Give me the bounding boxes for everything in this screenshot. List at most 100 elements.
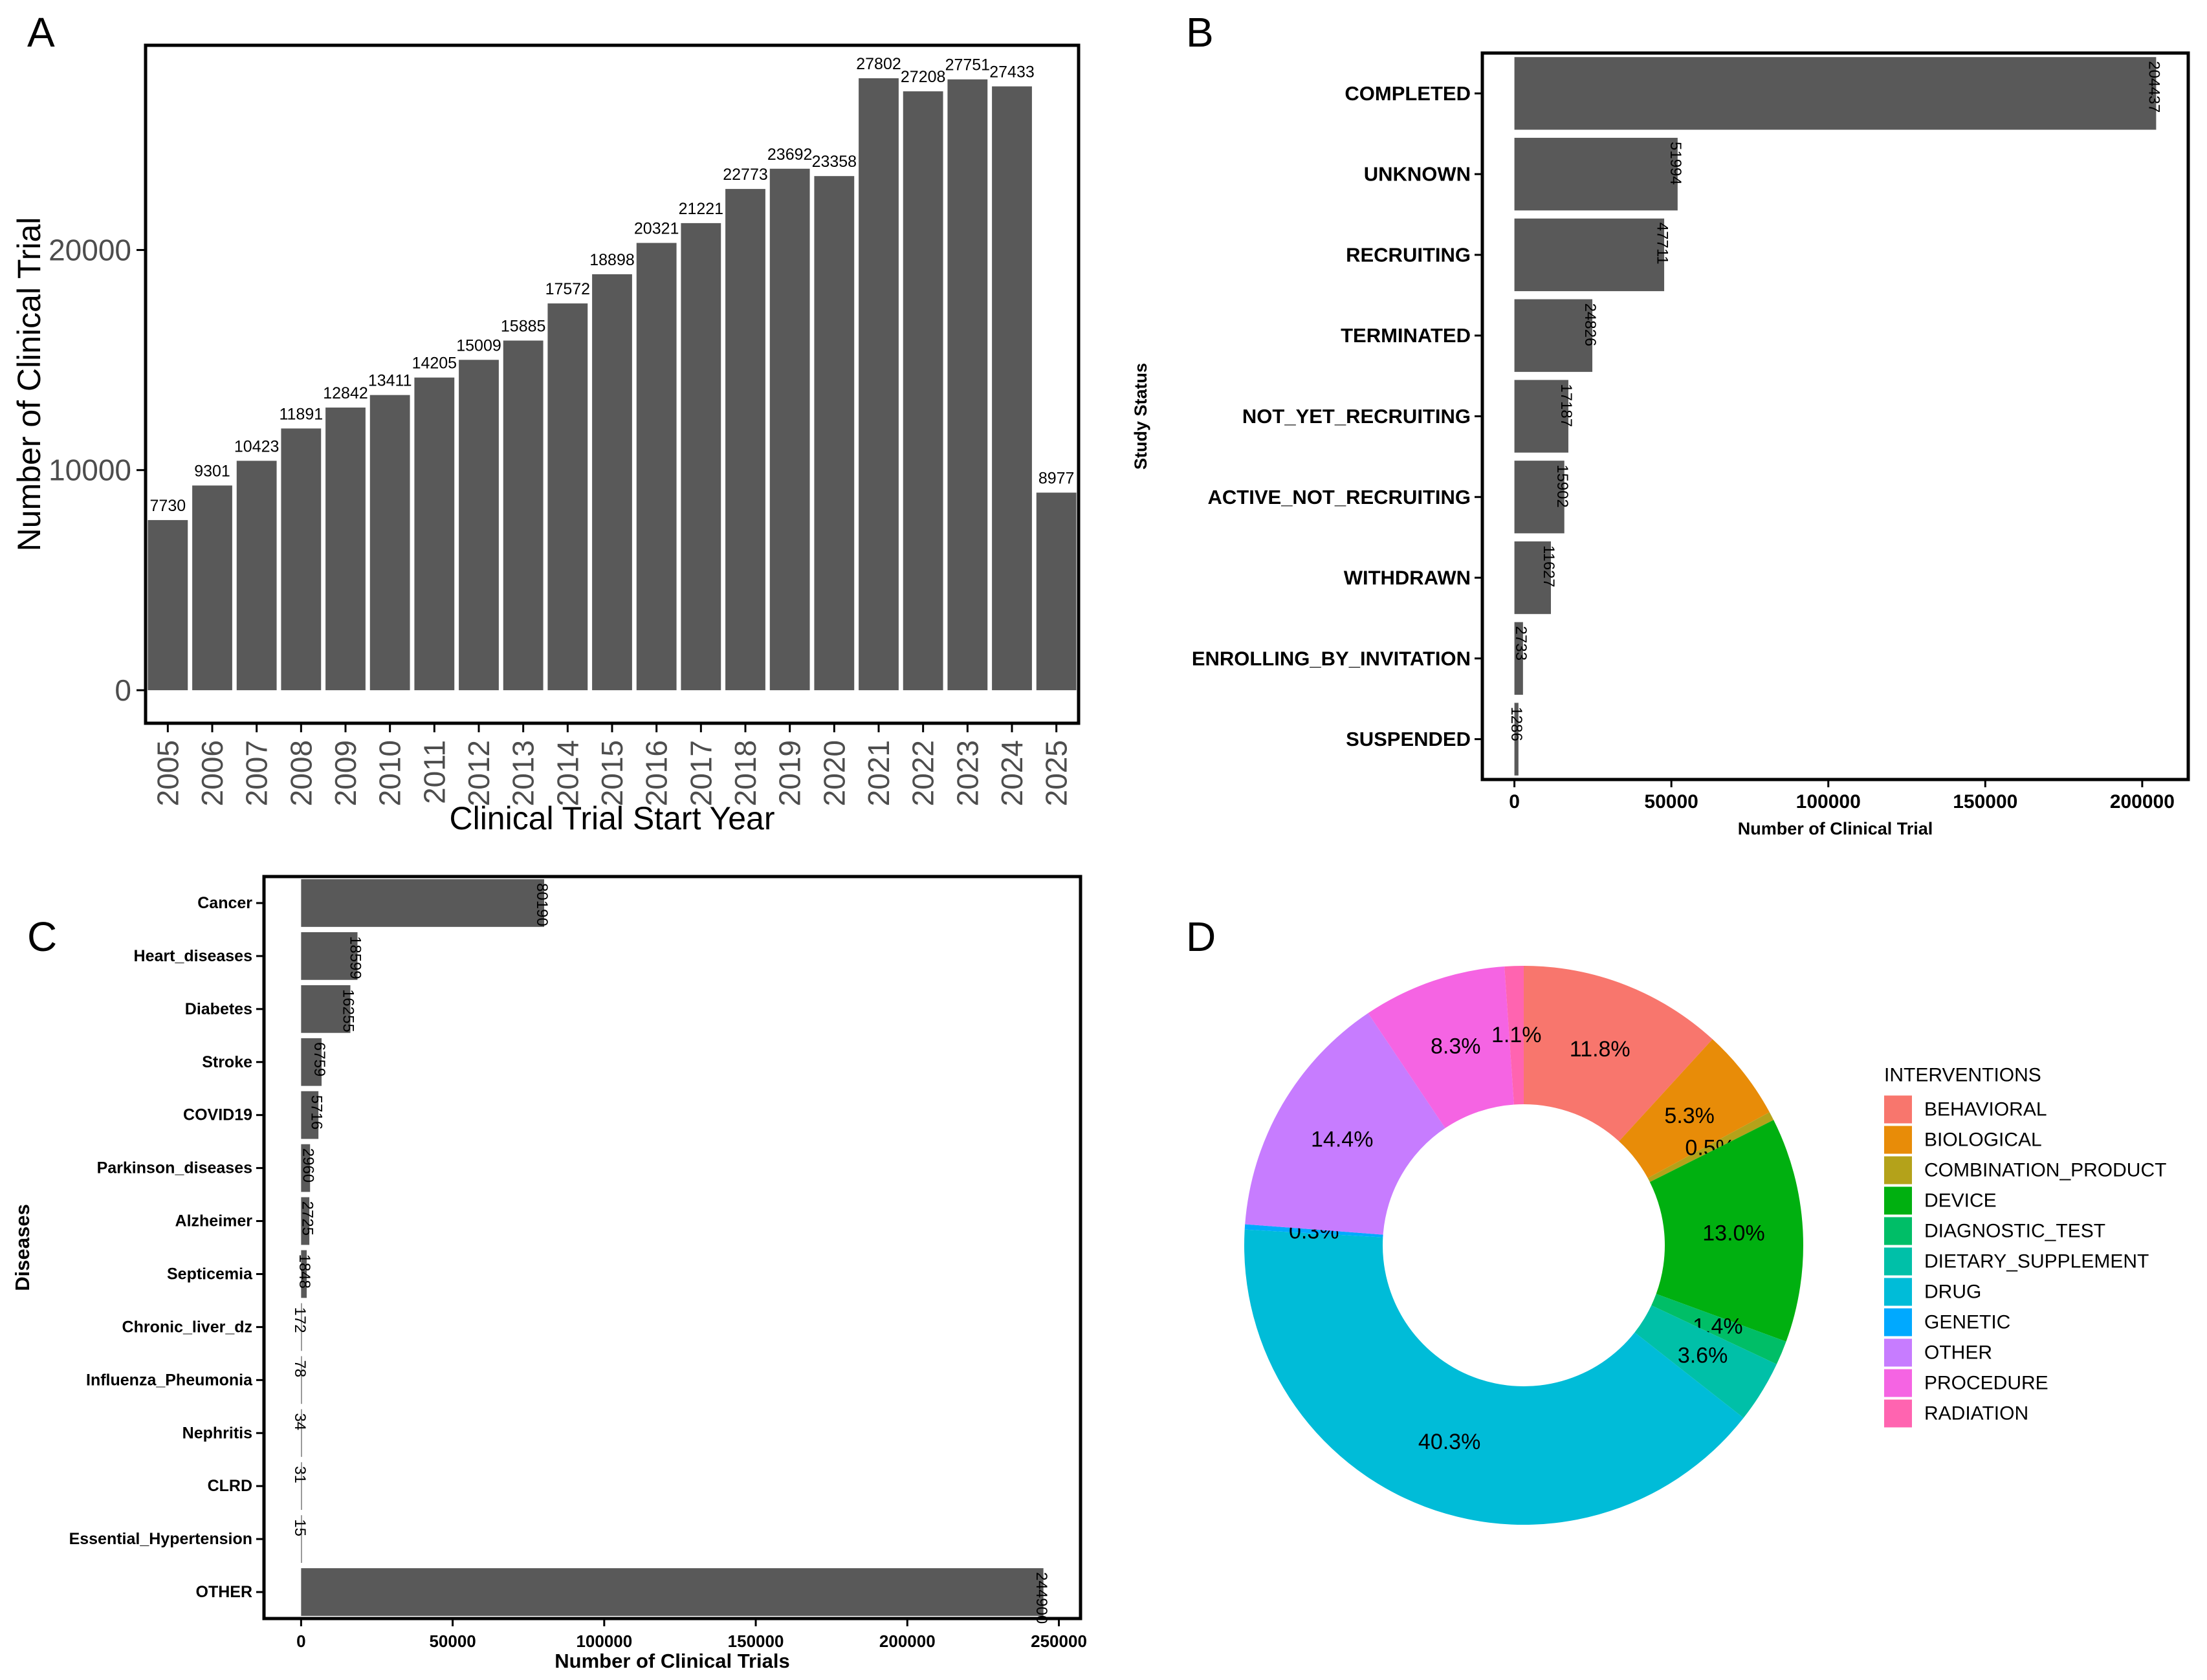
bar-SUSPENDED — [1514, 703, 1519, 776]
y-tick-label-OTHER: OTHER — [196, 1583, 253, 1601]
y-tick-label-COMPLETED: COMPLETED — [1345, 82, 1471, 105]
bar-2022 — [903, 91, 943, 690]
y-tick-label-RECRUITING: RECRUITING — [1346, 243, 1471, 266]
bar-2013 — [503, 340, 544, 690]
bar-2014 — [547, 303, 588, 690]
data-label-ACTIVE_NOT_RECRUITING: 15902 — [1554, 464, 1571, 508]
data-label-2008: 11891 — [279, 405, 323, 423]
data-label-2017: 21221 — [679, 200, 724, 218]
data-label-2016: 20321 — [634, 220, 679, 238]
bar-2006 — [192, 485, 232, 690]
x-tick-label-200000: 200000 — [879, 1631, 936, 1651]
y-tick-label-ACTIVE_NOT_RECRUITING: ACTIVE_NOT_RECRUITING — [1208, 486, 1471, 508]
panel-letter-c: C — [27, 913, 57, 960]
y-tick-label-Heart_diseases: Heart_diseases — [134, 947, 252, 965]
data-label-2013: 15885 — [501, 317, 546, 335]
bar-Influenza_Pheumonia — [301, 1356, 302, 1404]
legend-swatch-genetic — [1884, 1308, 1912, 1336]
chart-c-diseases: 80190 Cancer 18599 Heart_diseases 16255 Diabe… — [11, 875, 1087, 1672]
slice-label-device: 13.0% — [1702, 1221, 1764, 1246]
data-label-2014: 17572 — [545, 280, 591, 298]
data-label-2022: 27208 — [901, 68, 946, 86]
y-tick-label-TERMINATED: TERMINATED — [1341, 324, 1471, 347]
panel-letter-d: D — [1186, 913, 1216, 960]
bar-2024 — [992, 86, 1032, 690]
y-tick-label-COVID19: COVID19 — [183, 1106, 252, 1124]
data-label-COVID19: 5716 — [307, 1095, 325, 1129]
bar-2017 — [681, 223, 721, 690]
x-tick-label-2019: 2019 — [773, 740, 807, 806]
chart-a-trials-by-year: 7730 2005 9301 2006 10423 2007 11891 2008 12842 2… — [11, 43, 1081, 836]
slice-label-dietary_supplement: 3.6% — [1678, 1344, 1728, 1368]
bar-2019 — [769, 168, 810, 690]
legend-label-procedure: PROCEDURE — [1924, 1373, 2048, 1394]
data-label-COMPLETED: 204437 — [2146, 61, 2163, 113]
slice-other — [1245, 1013, 1445, 1235]
legend-swatch-device — [1884, 1186, 1912, 1215]
slice-device — [1649, 1120, 1803, 1342]
data-label-Influenza_Pheumonia: 78 — [291, 1360, 309, 1377]
y-tick-label-UNKNOWN: UNKNOWN — [1364, 163, 1471, 186]
slice-label-other: 14.4% — [1311, 1127, 1373, 1151]
y-tick-label-Nephritis: Nephritis — [182, 1424, 252, 1442]
y-tick-label-Influenza_Pheumonia: Influenza_Pheumonia — [86, 1371, 253, 1389]
x-tick-label-0: 0 — [1509, 791, 1520, 813]
data-label-2006: 9301 — [194, 462, 230, 480]
bar-2016 — [636, 243, 677, 690]
slice-genetic — [1244, 1224, 1383, 1238]
legend-swatch-other — [1884, 1338, 1912, 1367]
plot-frame-c — [262, 875, 1082, 1620]
bar-Cancer — [301, 879, 545, 927]
bar-2021 — [859, 78, 899, 690]
data-label-2011: 14205 — [412, 355, 457, 373]
bar-2010 — [369, 395, 410, 690]
x-tick-label-2009: 2009 — [329, 740, 362, 806]
bar-WITHDRAWN — [1514, 541, 1551, 615]
y-tick-label-CLRD: CLRD — [208, 1477, 252, 1495]
data-label-UNKNOWN: 51994 — [1667, 142, 1684, 185]
bar-Alzheimer — [301, 1197, 310, 1245]
data-label-Chronic_liver_dz: 172 — [291, 1307, 309, 1333]
data-label-2021: 27802 — [856, 55, 901, 73]
data-label-ENROLLING_BY_INVITATION: 2733 — [1512, 626, 1530, 660]
data-label-Septicemia: 1848 — [296, 1254, 313, 1289]
legend-label-radiation: RADIATION — [1924, 1403, 2028, 1424]
slice-label-behavioral: 11.8% — [1570, 1037, 1631, 1062]
bar-Heart_diseases — [301, 932, 358, 980]
slice-biological — [1619, 1039, 1770, 1179]
bar-Septicemia — [301, 1250, 307, 1298]
x-tick-label-150000: 150000 — [1953, 791, 2017, 813]
x-tick-label-2022: 2022 — [906, 740, 940, 806]
bar-2025 — [1036, 492, 1077, 690]
bar-Nephritis — [301, 1409, 302, 1457]
data-label-Essential_Hypertension: 15 — [291, 1519, 309, 1536]
panel-letter-a: A — [27, 9, 55, 56]
legend-label-dietary_supplement: DIETARY_SUPPLEMENT — [1924, 1251, 2149, 1272]
x-tick-label-50000: 50000 — [429, 1631, 476, 1651]
x-tick-label-2005: 2005 — [151, 740, 184, 806]
bar-2005 — [148, 519, 188, 690]
x-axis-title-c: Number of Clinical Trials — [554, 1650, 789, 1672]
legend-swatch-dietary_supplement — [1884, 1247, 1912, 1276]
legend-label-diagnostic_test: DIAGNOSTIC_TEST — [1924, 1221, 2105, 1242]
data-label-2007: 10423 — [234, 437, 280, 455]
bar-2018 — [725, 189, 765, 690]
bar-2012 — [459, 360, 499, 690]
data-label-WITHDRAWN: 11627 — [1540, 545, 1557, 587]
data-label-2023: 27751 — [945, 56, 991, 74]
y-tick-label-Essential_Hypertension: Essential_Hypertension — [69, 1530, 252, 1548]
y-tick-label-Chronic_liver_dz: Chronic_liver_dz — [122, 1318, 252, 1336]
data-label-2012: 15009 — [456, 336, 501, 355]
legend-title: INTERVENTIONS — [1884, 1065, 2041, 1086]
slice-label-biological: 5.3% — [1664, 1104, 1715, 1128]
x-tick-label-2007: 2007 — [240, 740, 274, 806]
y-tick-label-10000: 10000 — [49, 453, 131, 487]
slice-label-radiation: 1.1% — [1491, 1023, 1542, 1047]
bar-2020 — [814, 176, 855, 690]
legend-label-other: OTHER — [1924, 1342, 1992, 1364]
y-tick-label-20000: 20000 — [49, 233, 131, 267]
x-tick-label-150000: 150000 — [728, 1631, 784, 1651]
legend-label-genetic: GENETIC — [1924, 1312, 2010, 1333]
legend-swatch-biological — [1884, 1126, 1912, 1154]
